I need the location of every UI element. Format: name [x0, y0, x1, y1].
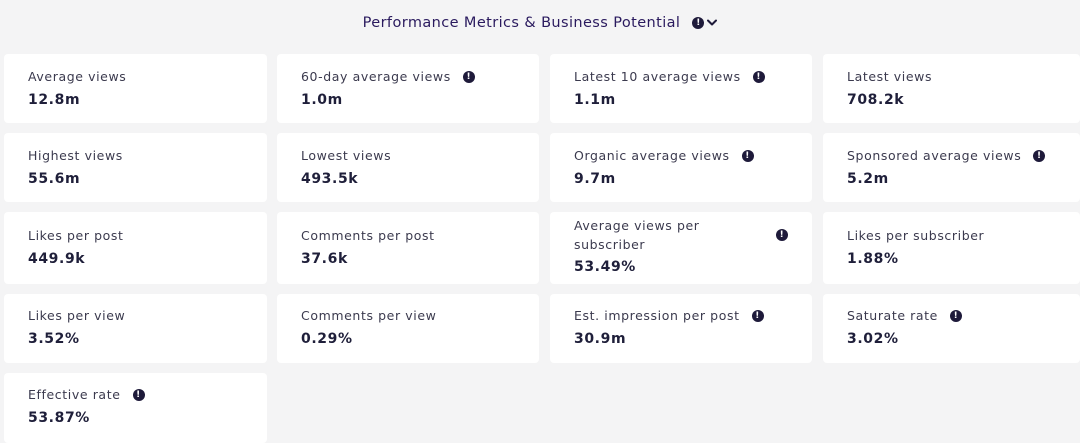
- chevron-down-icon[interactable]: [707, 19, 718, 27]
- metric-label: Sponsored average views: [847, 148, 1022, 163]
- metric-value: 0.29%: [301, 331, 353, 347]
- info-icon[interactable]: !: [776, 229, 788, 241]
- metric-label: Highest views: [28, 148, 123, 163]
- metric-card-likes-per-view: Likes per view 3.52%: [4, 294, 267, 363]
- metric-value: 55.6m: [28, 171, 81, 187]
- metric-label: Likes per post: [28, 228, 124, 243]
- metric-card-sponsored-average-views: Sponsored average views! 5.2m: [823, 133, 1080, 202]
- metric-card-average-views-per-subscriber: Average views per subscriber! 53.49%: [550, 212, 812, 284]
- metric-value: 53.87%: [28, 410, 90, 426]
- metric-label: 60-day average views: [301, 69, 451, 84]
- metric-value: 9.7m: [574, 171, 616, 187]
- metric-value: 37.6k: [301, 251, 348, 267]
- metric-card-highest-views: Highest views 55.6m: [4, 133, 267, 202]
- section-title: Performance Metrics & Business Potential: [362, 15, 681, 31]
- metric-card-latest-views: Latest views 708.2k: [823, 54, 1080, 123]
- metric-label: Est. impression per post: [574, 308, 740, 323]
- info-icon[interactable]: !: [132, 388, 145, 401]
- metric-value: 12.8m: [28, 92, 81, 108]
- metric-label: Saturate rate: [847, 308, 938, 323]
- info-icon[interactable]: !: [752, 70, 765, 83]
- metric-label: Comments per post: [301, 228, 435, 243]
- metric-value: 1.88%: [847, 251, 899, 267]
- metric-label: Lowest views: [301, 148, 392, 163]
- metric-label: Effective rate: [28, 387, 121, 402]
- metric-card-effective-rate: Effective rate! 53.87%: [4, 373, 267, 443]
- metric-card-60-day-average-views: 60-day average views! 1.0m: [277, 54, 539, 123]
- metric-card-est-impression-per-post: Est. impression per post! 30.9m: [550, 294, 812, 363]
- metric-value: 493.5k: [301, 171, 359, 187]
- metric-label: Comments per view: [301, 308, 437, 323]
- metric-value: 1.0m: [301, 92, 343, 108]
- metric-card-lowest-views: Lowest views 493.5k: [277, 133, 539, 202]
- metric-value: 708.2k: [847, 92, 905, 108]
- metric-value: 3.02%: [847, 331, 899, 347]
- info-icon[interactable]: !: [949, 309, 962, 322]
- info-icon[interactable]: !: [462, 70, 475, 83]
- metric-card-latest-10-average-views: Latest 10 average views! 1.1m: [550, 54, 812, 123]
- info-icon[interactable]: !: [741, 149, 754, 162]
- metric-value: 1.1m: [574, 92, 616, 108]
- metric-card-organic-average-views: Organic average views! 9.7m: [550, 133, 812, 202]
- metric-label: Likes per subscriber: [847, 228, 985, 243]
- metric-card-saturate-rate: Saturate rate! 3.02%: [823, 294, 1080, 363]
- metric-card-likes-per-post: Likes per post 449.9k: [4, 212, 267, 284]
- metric-label: Organic average views: [574, 148, 730, 163]
- info-icon[interactable]: !: [692, 17, 705, 29]
- metric-card-comments-per-post: Comments per post 37.6k: [277, 212, 539, 284]
- metric-card-likes-per-subscriber: Likes per subscriber 1.88%: [823, 212, 1080, 284]
- metric-label: Likes per view: [28, 308, 126, 323]
- metric-label: Latest views: [847, 69, 933, 84]
- metric-value: 5.2m: [847, 171, 889, 187]
- info-icon[interactable]: !: [751, 309, 764, 322]
- metric-card-average-views: Average views 12.8m: [4, 54, 267, 123]
- metric-label: Latest 10 average views: [574, 69, 741, 84]
- metric-value: 449.9k: [28, 251, 86, 267]
- metric-value: 3.52%: [28, 331, 80, 347]
- metric-value: 30.9m: [574, 331, 627, 347]
- metric-label: Average views: [28, 69, 127, 84]
- section-header[interactable]: Performance Metrics & Business Potential…: [0, 0, 1080, 46]
- metric-value: 53.49%: [574, 259, 636, 275]
- metric-card-comments-per-view: Comments per view 0.29%: [277, 294, 539, 363]
- metric-label: Average views per subscriber: [574, 218, 700, 252]
- info-icon[interactable]: !: [1033, 149, 1046, 162]
